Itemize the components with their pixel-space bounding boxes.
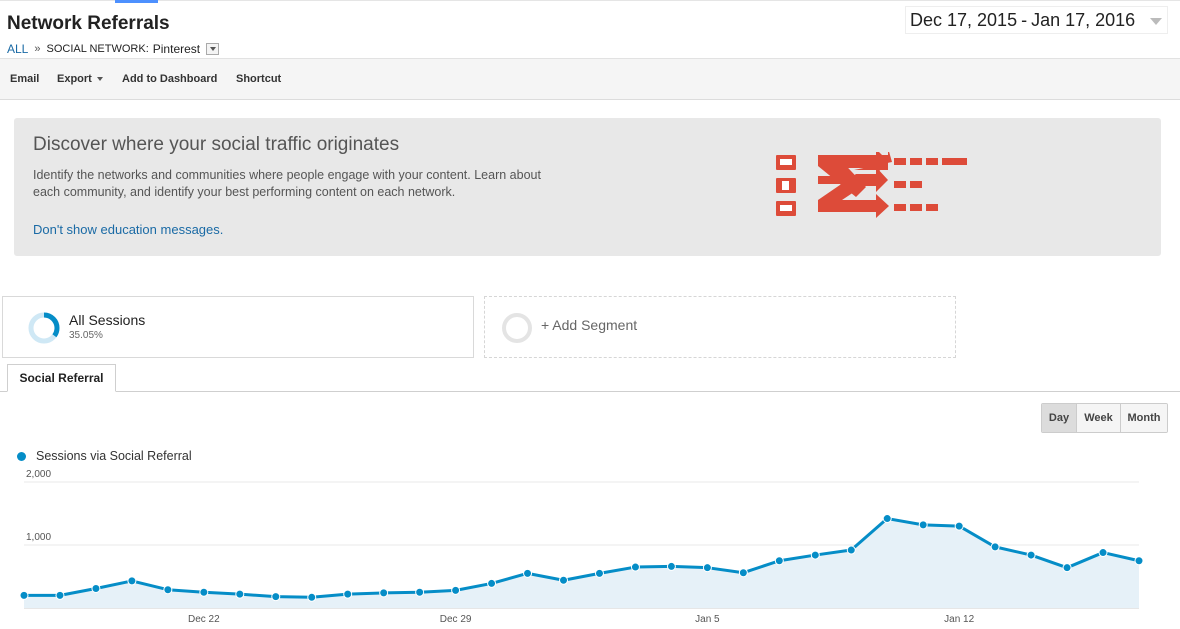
data-point (1134, 556, 1144, 566)
social-traffic-illustration (776, 152, 967, 218)
empty-segment-ring-icon (502, 313, 532, 343)
thumbs-up-icon (776, 178, 796, 193)
breadcrumb-dimension-value: Pinterest (152, 42, 201, 56)
breadcrumb-separator: » (34, 43, 41, 55)
x-tick-label: Jan 5 (695, 614, 720, 625)
education-body: Identify the networks and communities wh… (33, 168, 541, 199)
breadcrumb-dimension-label: SOCIAL NETWORK: (46, 43, 149, 55)
comment-icon (776, 201, 796, 216)
legend-series-name: Sessions via Social Referral (36, 449, 192, 463)
data-point (451, 585, 461, 595)
report-toolbar: Email Export Add to Dashboard Shortcut (0, 58, 1180, 100)
breadcrumb: ALL » SOCIAL NETWORK: Pinterest (7, 42, 220, 56)
segment-card-all-sessions[interactable]: All Sessions 35.05% (2, 296, 474, 358)
export-label: Export (57, 73, 92, 85)
data-point (882, 514, 892, 524)
data-point (1062, 563, 1072, 573)
email-button[interactable]: Email (10, 73, 40, 85)
granularity-toggle: Day Week Month (1041, 403, 1168, 433)
data-point (91, 583, 101, 593)
chart-legend: Sessions via Social Referral (17, 449, 192, 463)
data-point (235, 589, 245, 599)
breadcrumb-all-link[interactable]: ALL (7, 42, 29, 56)
sessions-line-chart: 1,000 2,000 Dec 22 Dec 29 Jan 5 Jan 12 (19, 470, 1144, 625)
education-panel: Discover where your social traffic origi… (14, 118, 1161, 256)
chevron-down-icon (96, 77, 103, 82)
series-area (24, 518, 1139, 608)
page-title: Network Referrals (7, 13, 170, 34)
data-point (379, 588, 389, 598)
data-point (523, 568, 533, 578)
tab-divider (0, 391, 1180, 392)
data-point (1026, 550, 1036, 560)
x-tick-label: Dec 29 (440, 614, 472, 625)
segment-percent: 35.05% (69, 330, 103, 341)
date-range-picker[interactable]: Dec 17, 2015 - Jan 17, 2016 (905, 6, 1168, 34)
add-segment-label: + Add Segment (541, 317, 638, 333)
segment-ring-icon (28, 312, 60, 344)
shortcut-button[interactable]: Shortcut (236, 73, 282, 85)
date-range-separator: - (1021, 9, 1028, 30)
granularity-week-button[interactable]: Week (1076, 404, 1120, 432)
data-point (307, 592, 317, 602)
data-point (1098, 548, 1108, 558)
export-button[interactable]: Export (57, 73, 103, 85)
data-point (918, 520, 928, 530)
data-point (199, 587, 209, 597)
data-point (846, 545, 856, 555)
date-range-start: Dec 17, 2015 (910, 9, 1018, 30)
top-divider (0, 0, 1180, 1)
data-point (702, 563, 712, 573)
comment-icon (776, 155, 796, 170)
data-point (594, 568, 604, 578)
series-line (24, 517, 1140, 599)
data-point (163, 585, 173, 595)
add-segment-card[interactable]: + Add Segment (484, 296, 956, 358)
segment-name: All Sessions (69, 312, 146, 328)
x-tick-label: Dec 22 (188, 614, 220, 625)
granularity-day-button[interactable]: Day (1042, 404, 1076, 432)
tab-social-referral[interactable]: Social Referral (7, 364, 116, 392)
date-range-end: Jan 17, 2016 (1031, 9, 1136, 30)
x-tick-label: Jan 12 (944, 614, 974, 625)
dismiss-education-link[interactable]: Don't show education messages. (33, 222, 224, 237)
data-point (774, 556, 784, 566)
data-point (630, 562, 640, 572)
data-point (55, 590, 65, 600)
data-point (810, 550, 820, 560)
data-point (559, 575, 569, 585)
data-point (415, 587, 425, 597)
data-point (738, 568, 748, 578)
education-heading: Discover where your social traffic origi… (33, 134, 400, 155)
chevron-down-icon (1150, 18, 1162, 25)
granularity-month-button[interactable]: Month (1120, 404, 1167, 432)
add-to-dashboard-button[interactable]: Add to Dashboard (122, 73, 218, 85)
data-point (487, 578, 497, 588)
dimension-dropdown-icon[interactable] (206, 43, 220, 55)
data-point (271, 592, 281, 602)
y-tick-label: 1,000 (26, 532, 51, 543)
data-point (666, 561, 676, 571)
active-top-indicator (115, 0, 158, 3)
data-point (954, 521, 964, 531)
data-point (19, 590, 29, 600)
data-point (990, 542, 1000, 552)
data-point (127, 576, 137, 586)
merging-arrows-icon (818, 152, 892, 218)
legend-swatch (17, 451, 26, 461)
data-point (343, 589, 353, 599)
referral-dots (894, 158, 967, 211)
y-tick-label: 2,000 (26, 470, 51, 480)
